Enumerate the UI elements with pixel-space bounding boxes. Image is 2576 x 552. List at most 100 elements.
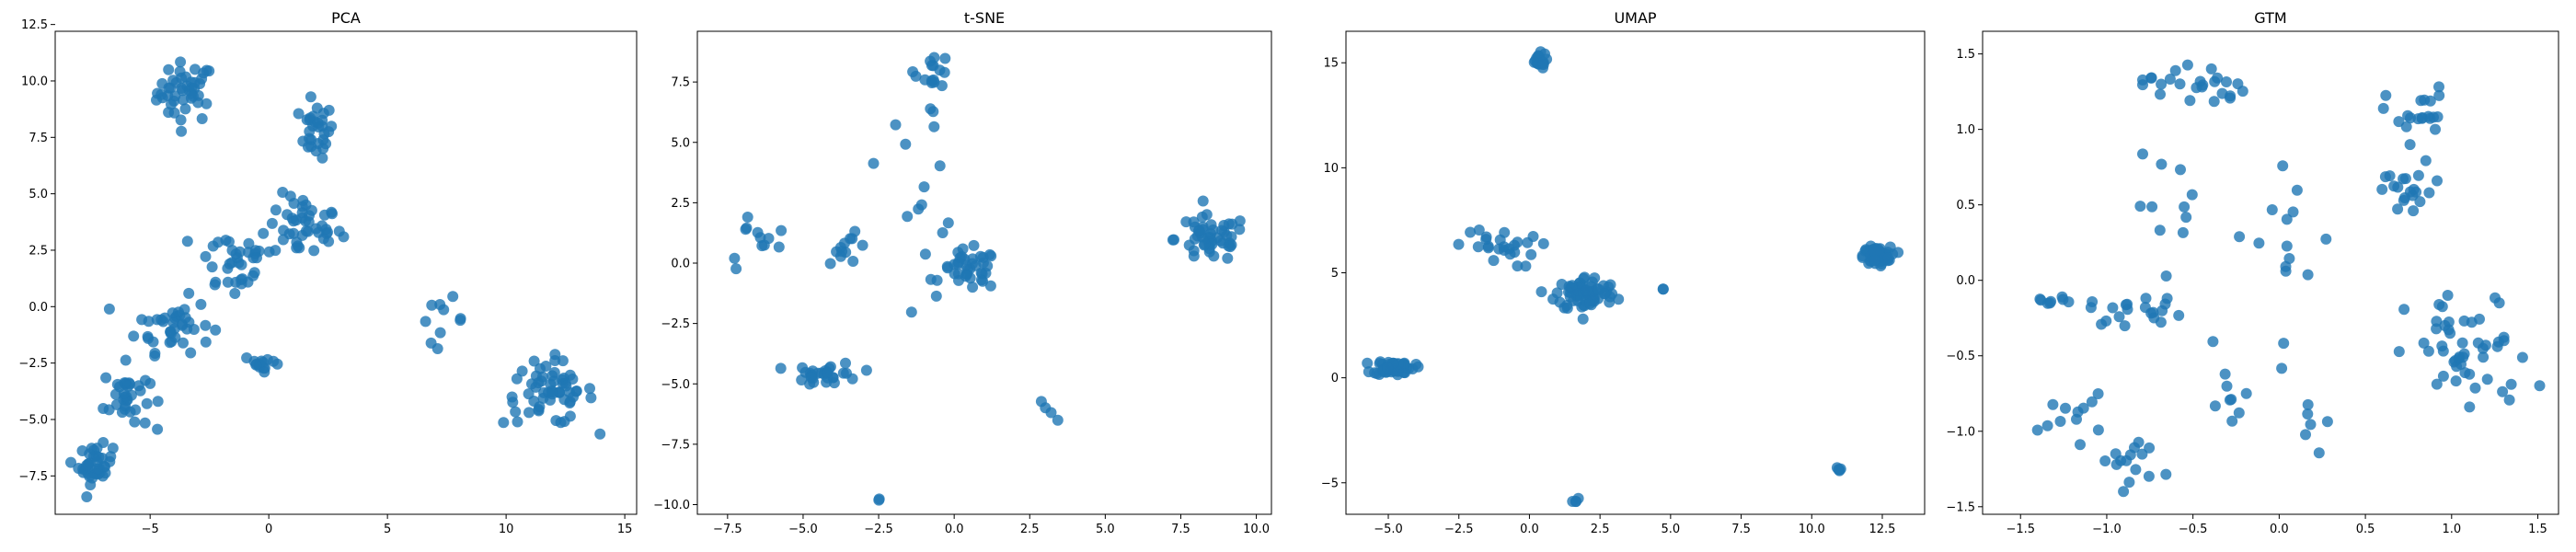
x-tick-label: 0.0 <box>1520 523 1539 536</box>
y-tick-label: 2.5 <box>29 244 48 258</box>
scatter-point <box>2469 382 2481 394</box>
scatter-point <box>1613 293 1625 305</box>
scatter-point <box>175 114 187 126</box>
scatter-point <box>2266 204 2278 215</box>
scatter-point <box>1197 195 1209 207</box>
scatter-point <box>1234 224 1246 236</box>
scatter-point <box>846 233 858 245</box>
x-tick-label: −5 <box>142 523 159 536</box>
x-tick-label: −2.5 <box>1444 523 1474 536</box>
scatter-point <box>1528 56 1540 68</box>
scatter-point <box>1561 303 1573 314</box>
scatter-point <box>2175 164 2186 176</box>
x-tick-label: −5.0 <box>1374 523 1403 536</box>
scatter-point <box>2146 201 2158 213</box>
scatter-point <box>111 378 123 390</box>
scatter-point <box>2302 269 2314 281</box>
scatter-point <box>251 252 262 264</box>
scatter-point <box>594 428 606 440</box>
scatter-point <box>2144 442 2156 454</box>
scatter-point <box>2534 380 2546 392</box>
scatter-point <box>2156 78 2168 90</box>
scatter-point <box>109 388 121 400</box>
scatter-point <box>2137 74 2148 86</box>
x-tick-label: 7.5 <box>1171 523 1190 536</box>
scatter-point <box>181 236 193 247</box>
scatter-point <box>201 98 213 109</box>
scatter-point <box>2280 265 2292 277</box>
scatter-point <box>100 372 112 384</box>
scatter-point <box>560 380 572 392</box>
y-tick-label: −7.5 <box>18 470 48 484</box>
scatter-point <box>140 374 151 386</box>
y-tick-label: 0 <box>1331 372 1339 385</box>
scatter-point <box>209 279 221 291</box>
scatter-point <box>2456 337 2468 349</box>
scatter-point <box>1217 237 1229 249</box>
scatter-point <box>305 133 317 145</box>
y-tick-label: 0.0 <box>1956 274 1975 288</box>
scatter-point <box>1189 233 1201 245</box>
panel-umap: UMAP −5.0 −2.5 0.0 2.5 5.0 7.5 10.0 12.5 −5 0 5 10 15 <box>1321 9 1926 536</box>
scatter-point <box>1222 252 1234 264</box>
scatter-point <box>915 199 927 211</box>
scatter-point <box>1604 296 1616 308</box>
scatter-point <box>2376 183 2388 195</box>
scatter-point <box>2498 331 2510 343</box>
scatter-point <box>919 248 931 260</box>
x-tick-label: 0.5 <box>2356 523 2375 536</box>
scatter-point <box>939 52 951 64</box>
scatter-point <box>143 332 154 344</box>
scatter-point <box>1465 226 1477 238</box>
scatter-point <box>926 60 937 72</box>
scatter-point <box>2420 155 2432 167</box>
scatter-point <box>977 275 989 287</box>
scatter-point <box>1193 224 1205 236</box>
scatter-point <box>119 403 131 415</box>
scatter-point <box>1525 248 1537 260</box>
scatter-point <box>2221 76 2232 87</box>
scatter-point <box>303 216 315 228</box>
y-tick-label: −5 <box>1321 477 1339 490</box>
y-tick-label: −5.0 <box>661 378 690 392</box>
scatter-point <box>310 223 322 235</box>
scatter-point <box>1598 288 1610 300</box>
scatter-point <box>918 181 930 193</box>
scatter-point <box>902 211 914 223</box>
scatter-point <box>2060 402 2071 414</box>
scatter-points <box>65 56 606 502</box>
scatter-point <box>2096 318 2108 330</box>
x-tick-label: 10.0 <box>1243 523 1270 536</box>
scatter-point <box>226 245 238 257</box>
y-tick-label: 7.5 <box>29 132 48 145</box>
scatter-point <box>2226 415 2238 427</box>
scatter-point <box>1882 252 1894 264</box>
y-tick-label: 2.5 <box>671 197 690 211</box>
scatter-point <box>2281 240 2293 252</box>
scatter-point <box>555 417 567 429</box>
scatter-point <box>2437 345 2449 357</box>
scatter-point <box>270 204 282 216</box>
scatter-point <box>2180 212 2192 224</box>
x-tick-label: 1.5 <box>2528 523 2547 536</box>
scatter-point <box>1589 272 1601 284</box>
scatter-point <box>905 306 917 318</box>
scatter-point <box>2392 203 2404 215</box>
scatter-point <box>2041 420 2053 431</box>
scatter-point <box>530 381 542 393</box>
scatter-point <box>821 376 833 388</box>
scatter-point <box>2283 253 2295 264</box>
scatter-point <box>2139 302 2151 314</box>
scatter-point <box>1362 357 1374 369</box>
scatter-point <box>2140 293 2152 305</box>
scatter-point <box>2075 439 2086 451</box>
scatter-point <box>937 227 949 238</box>
scatter-point <box>2291 184 2303 196</box>
scatter-point <box>317 143 329 155</box>
scatter-point <box>200 319 212 331</box>
scatter-point <box>258 227 270 239</box>
scatter-point <box>846 373 858 385</box>
scatter-point <box>293 242 305 254</box>
scatter-point <box>1604 279 1616 291</box>
